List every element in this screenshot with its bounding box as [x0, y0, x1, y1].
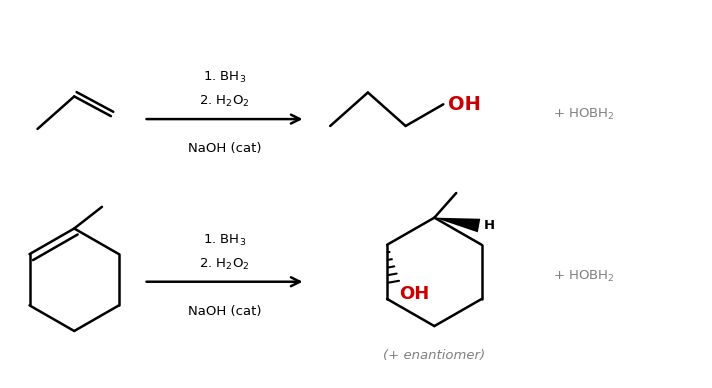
Text: 2. H$_2$O$_2$: 2. H$_2$O$_2$ [199, 94, 250, 109]
Text: 2. H$_2$O$_2$: 2. H$_2$O$_2$ [199, 256, 250, 272]
Text: H: H [484, 219, 495, 232]
Text: + HOBH$_2$: + HOBH$_2$ [553, 269, 615, 284]
Text: 1. BH$_3$: 1. BH$_3$ [203, 70, 246, 85]
Polygon shape [434, 218, 481, 232]
Text: NaOH (cat): NaOH (cat) [188, 142, 261, 155]
Text: 1. BH$_3$: 1. BH$_3$ [203, 233, 246, 248]
Text: NaOH (cat): NaOH (cat) [188, 305, 261, 318]
Text: (+ enantiomer): (+ enantiomer) [383, 349, 486, 362]
Text: + HOBH$_2$: + HOBH$_2$ [553, 107, 615, 122]
Text: OH: OH [449, 95, 481, 114]
Text: OH: OH [399, 285, 429, 303]
